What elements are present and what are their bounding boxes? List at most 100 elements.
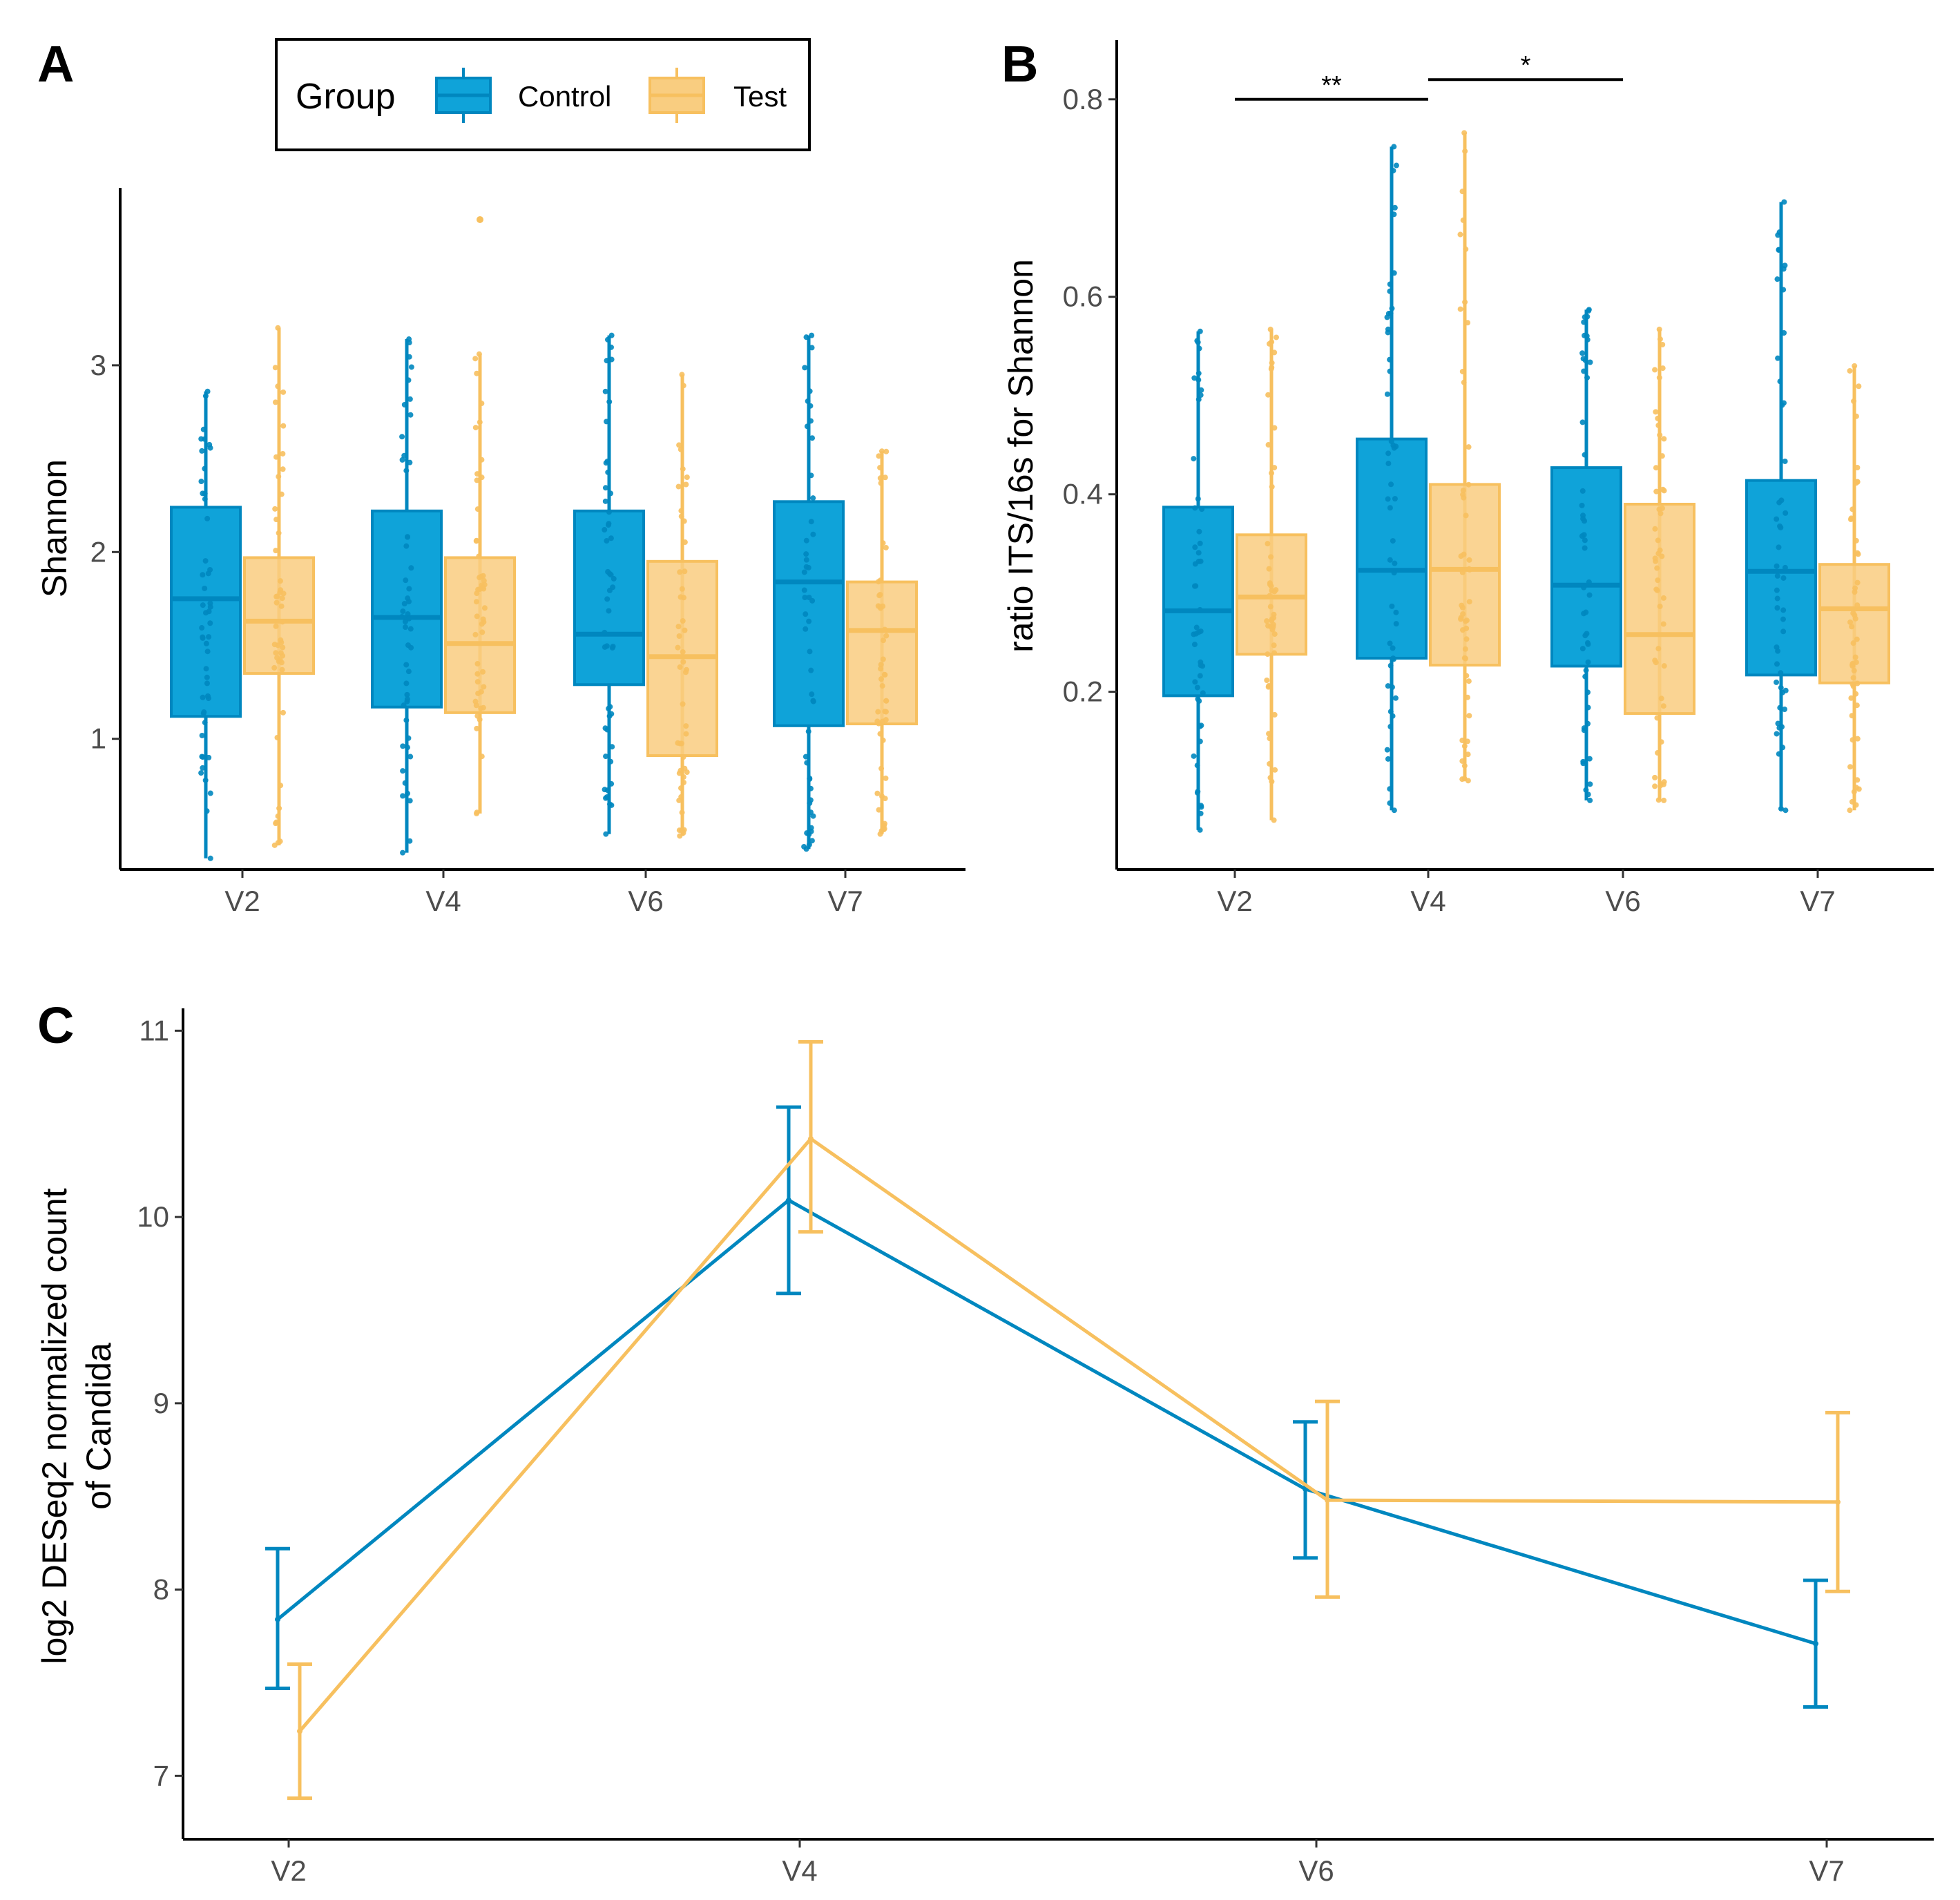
panel-a-test-v7-point [876, 453, 882, 459]
panel-a-test-v4-outlier [477, 215, 483, 223]
panel-b-control-v7-point [1776, 229, 1783, 236]
panel-a-control-v7-point [809, 332, 815, 338]
panel-a-control-v4-point [399, 613, 405, 620]
panel-a-test-v6-point [680, 618, 686, 624]
panel-a-control-v4-point [400, 793, 406, 799]
panel-a-y-tick-label: 1 [90, 722, 106, 755]
panel-a-test-v4-point [474, 679, 481, 685]
panel-a-control-v2-point [203, 640, 209, 646]
panel-a-control-v6-point [604, 794, 610, 800]
panel-c-y-tick-label: 10 [137, 1200, 169, 1233]
panel-b-test-v4-point [1464, 694, 1470, 700]
panel-b-control-v6-point [1587, 797, 1593, 803]
panel-a-test-v2-point [278, 603, 285, 609]
panel-a-test-v7-point [881, 637, 887, 644]
panel-b-control-v6-point [1579, 533, 1585, 539]
panel-a-control-v7-point [802, 365, 808, 371]
panel-b-control-v6-point [1579, 646, 1586, 652]
panel-b-control-v4-point [1385, 329, 1391, 336]
panel-b-test-v6-point [1655, 422, 1662, 428]
panel-b-control-v2-point [1194, 338, 1200, 344]
panel-a-test-v4-point [474, 725, 480, 731]
panel-a-control-v6-point [611, 575, 617, 582]
panel-a-test-v6-point [675, 483, 682, 490]
panel-b-test-v7-point [1849, 663, 1856, 669]
panel-a-control-v2-point [207, 620, 213, 626]
panel-b-control-v2-point [1198, 810, 1204, 816]
panel-b-test-v4-point [1457, 306, 1463, 312]
panel-b-test-v4-point [1462, 646, 1468, 652]
panel-b-test-v4-point [1462, 148, 1468, 154]
panel-b-test-v2-point [1271, 465, 1278, 471]
panel-b-significance-label: * [1521, 51, 1531, 80]
panel-b-test-v6-point [1660, 781, 1666, 787]
panel-a-control-v2-point [201, 709, 207, 716]
panel-b-test-v6-point [1652, 783, 1658, 789]
panel-a-control-v4-point [407, 838, 413, 844]
panel-a-control-v4-point [405, 534, 411, 540]
panel-a-control-v4-point [401, 702, 407, 709]
panel-a-test-v6-point [678, 446, 684, 452]
panel-a-control-v2-point [207, 566, 213, 573]
panel-a-test-v7-point [883, 698, 890, 704]
panel-a-test-v4-point [477, 575, 483, 581]
panel-b-control-v4-point [1387, 786, 1393, 792]
panel-a-test-v7-point [877, 731, 883, 737]
panel-a-control-v2-point [203, 610, 209, 616]
panel-b-test-v4-point [1459, 189, 1466, 195]
panel-b-control-v4-point [1391, 144, 1397, 150]
panel-a-control-v7-point [806, 618, 812, 624]
panel-a-test-v4-point [479, 474, 485, 481]
panel-a-test-v2-point [280, 709, 286, 716]
panel-b-control-v2-point [1196, 528, 1202, 535]
panel-b-test-v6-point [1652, 526, 1658, 532]
panel-a-control-v4-point [406, 615, 412, 622]
panel-a-control-v2-point [206, 754, 212, 760]
panel-a-control-v6-point [609, 644, 615, 651]
panel-a-test-v2-point [275, 383, 281, 390]
panel-a-control-v7-point [803, 754, 809, 760]
panel-b-control-v4-point [1391, 656, 1397, 662]
panel-a-control-v7-point [803, 334, 809, 340]
panel-a-control-v2-point [200, 694, 206, 700]
panel-b-test-v4-point [1461, 743, 1468, 749]
panel-b-test-v7-point [1847, 807, 1853, 814]
panel-b-control-v2-points [1191, 328, 1206, 833]
panel-b-control-v7-point [1774, 644, 1780, 651]
panel-a-control-v4-point [407, 798, 413, 804]
panel-a-control-v7-point [809, 435, 816, 441]
panel-b-control-v2-point [1191, 753, 1197, 759]
panel-a-test-v4-point [474, 613, 480, 620]
panel-b-control-v4-point [1387, 662, 1394, 669]
panel-a-x-tick-label: V6 [628, 885, 663, 917]
panel-b-control-v6-point [1581, 611, 1587, 617]
panel-a-control-v7-point [809, 691, 815, 698]
panel-b-test-v2-point [1268, 554, 1274, 560]
panel-a-test-v6-point [684, 474, 690, 481]
panel-a-test-v6-point [677, 569, 683, 575]
panel-b-control-v2-point [1197, 673, 1203, 679]
panel-b-test-v7-point [1847, 516, 1854, 522]
panel-a-control-v4-point [403, 543, 410, 549]
panel-b-test-v2-point [1265, 684, 1271, 690]
panel-a-control-v6-point [602, 787, 608, 793]
panel-b-test-v6-point [1654, 587, 1660, 593]
plot-b: 0.2 0.4 0.6 0.8 V2 V4 V6 V7 ratio ITS/16s for Sh… [1001, 40, 1934, 917]
panel-b-test-v6-point [1660, 703, 1666, 709]
panel-a-control-v7-point [802, 595, 808, 601]
panel-b-test-v7-point [1849, 798, 1855, 805]
panel-a-control-v4-point [405, 642, 411, 649]
panel-c-y-axis-title-line-2: of Candida [79, 1343, 118, 1510]
panel-b-control-v4-point [1390, 168, 1396, 174]
panel-b-control-v2-point [1192, 505, 1198, 511]
panel-a-test-v6-point [678, 785, 684, 791]
panel-a-test-v2-point [279, 619, 285, 625]
panel-b-control-v2-point [1195, 370, 1202, 376]
panel-b-test-v4-point [1461, 762, 1468, 769]
panel-b-control-v4-point [1385, 450, 1392, 457]
panel-a-test-v6-point [681, 518, 687, 524]
panel-b-control-v6-point [1583, 787, 1589, 793]
panel-b-control-v2-point [1197, 328, 1203, 334]
panel-b-test-v6-point [1653, 465, 1659, 471]
panel-b-control-v7-point [1776, 751, 1782, 757]
